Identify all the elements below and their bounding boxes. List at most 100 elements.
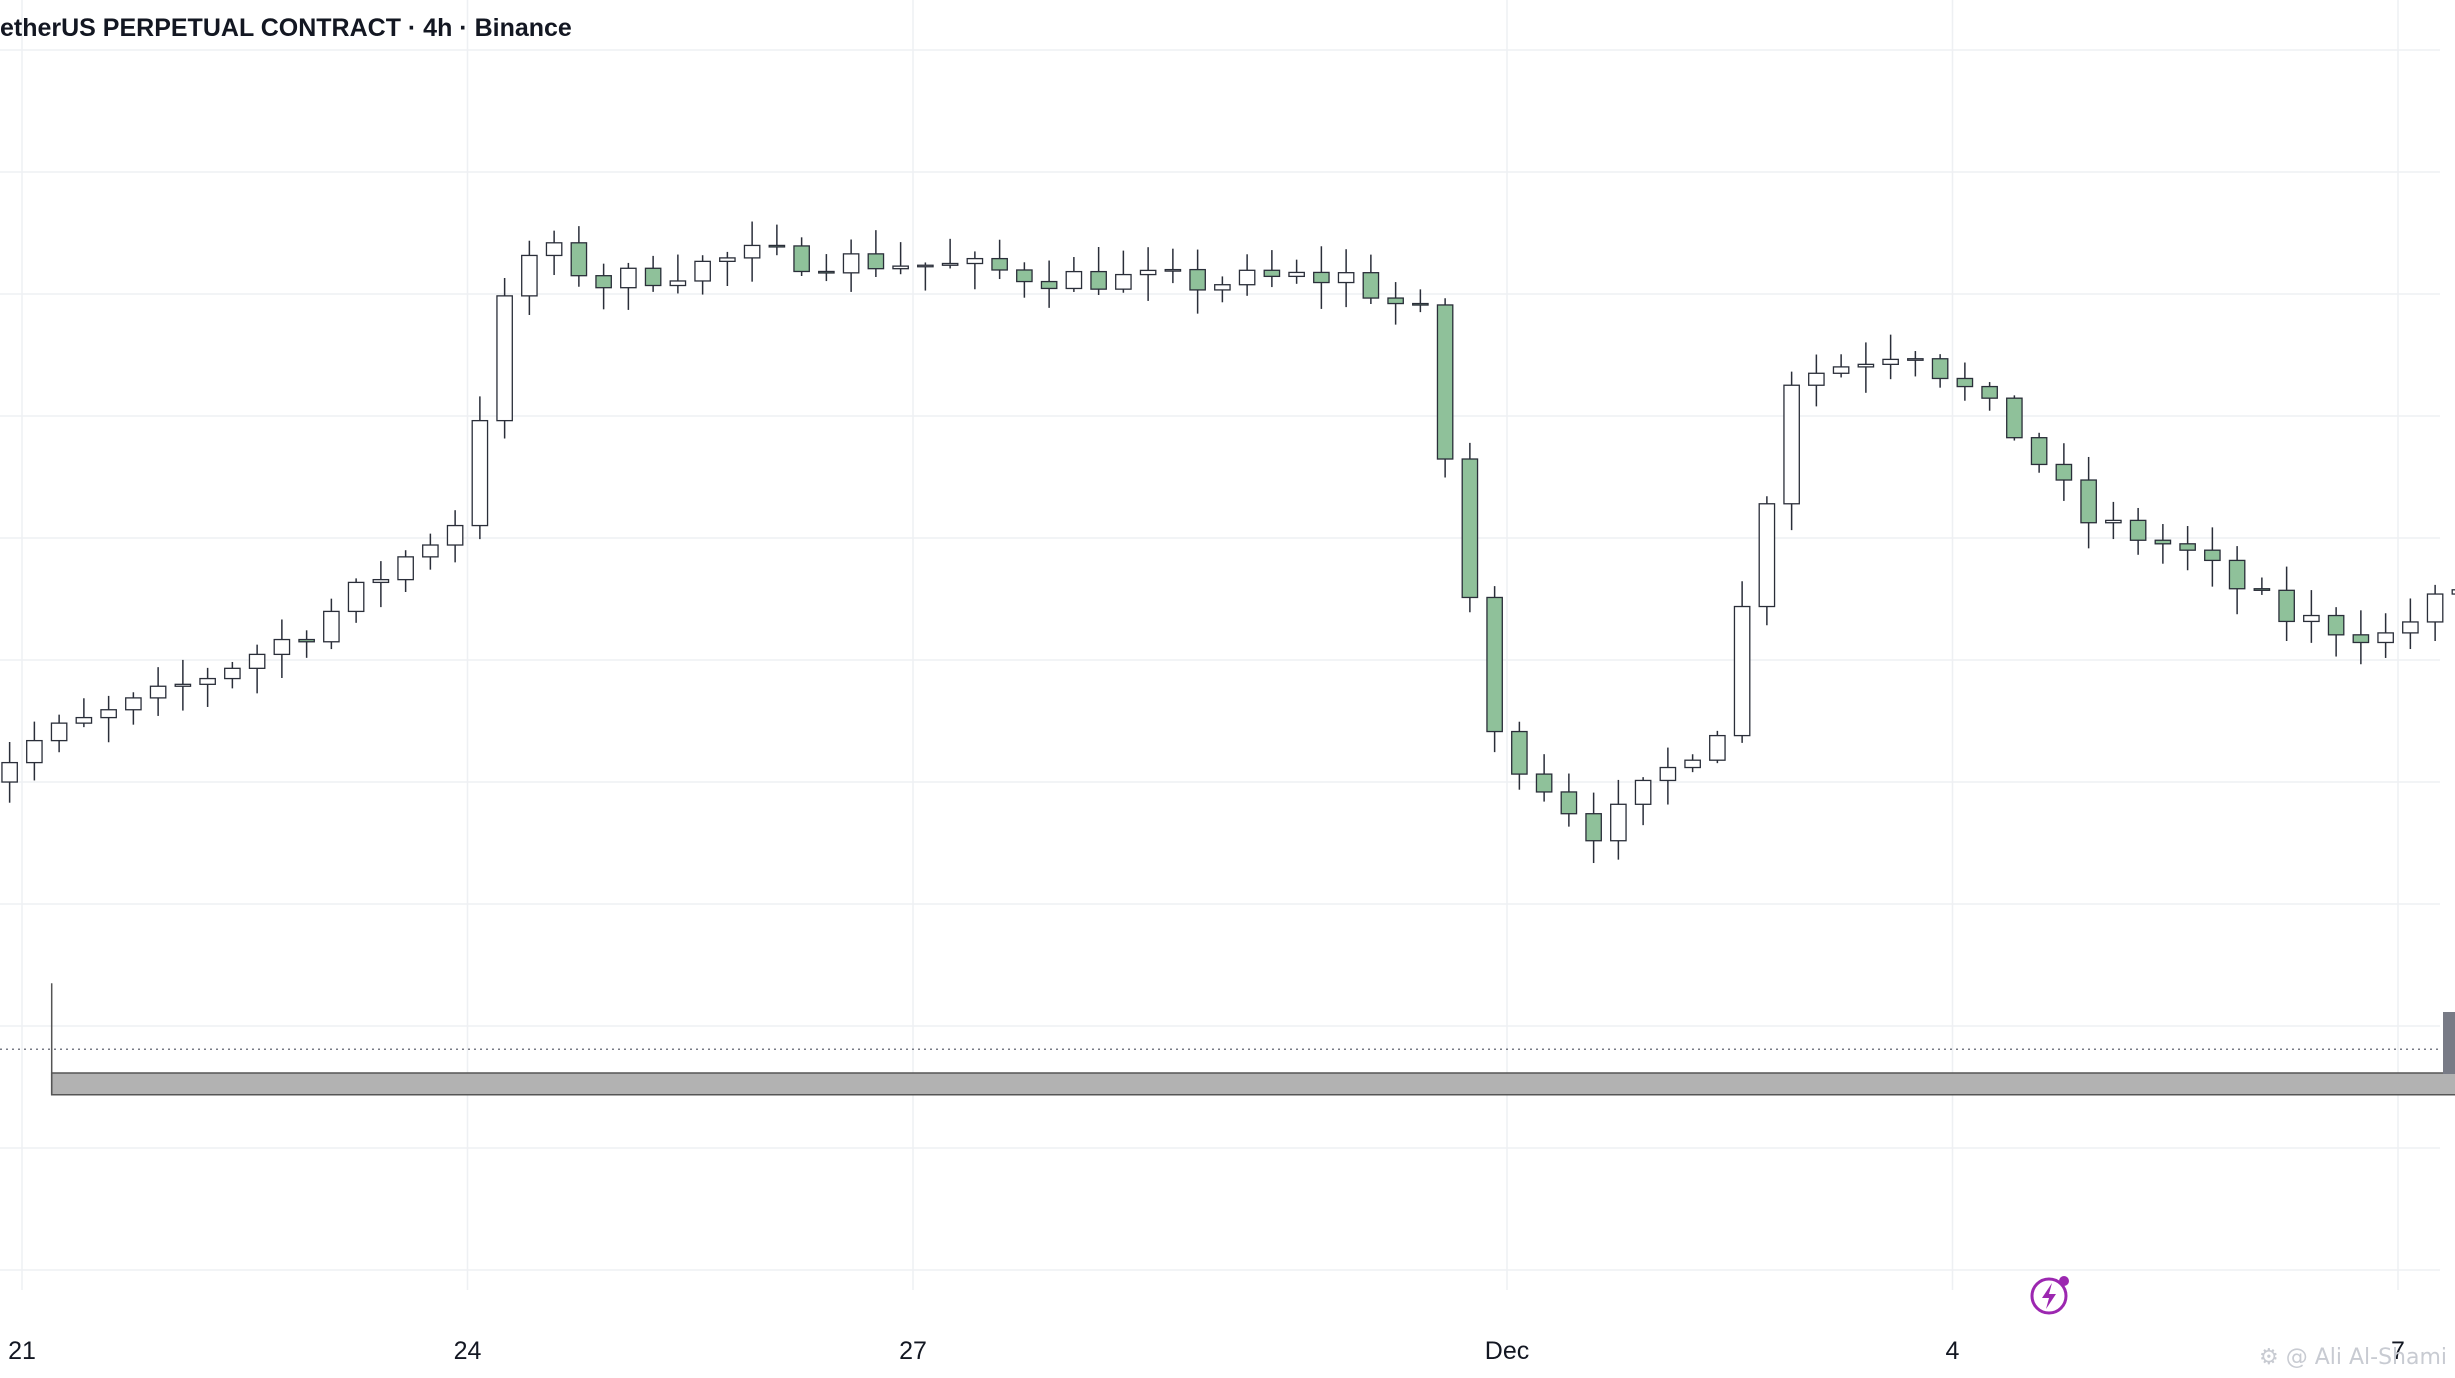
candle-body <box>644 267 662 287</box>
candle <box>1164 248 1182 284</box>
candles <box>1 221 2455 864</box>
candle-body <box>2278 589 2295 623</box>
candle-body <box>2204 549 2221 562</box>
candle <box>2129 507 2147 555</box>
candle <box>1486 586 1503 753</box>
candle <box>1634 777 1652 826</box>
candle <box>1214 276 1231 303</box>
candle <box>2055 443 2073 501</box>
x-tick-label: 24 <box>454 1337 482 1365</box>
candle-body <box>347 581 365 613</box>
candle <box>298 630 315 658</box>
candle <box>1808 354 1825 407</box>
x-tick-label: 4 <box>1946 1337 1960 1365</box>
candle-body <box>323 610 340 643</box>
candle-body <box>2055 463 2073 481</box>
candle <box>818 254 835 282</box>
candle <box>1436 298 1454 478</box>
candle <box>2105 501 2122 540</box>
candle-body <box>1412 302 1429 306</box>
candle <box>1362 254 1380 304</box>
candle <box>842 239 860 292</box>
candle <box>50 714 68 753</box>
candle <box>1832 354 1850 378</box>
candle-body <box>842 253 860 274</box>
candle <box>2179 526 2196 571</box>
candle-body <box>991 257 1008 271</box>
candle <box>1733 581 1751 743</box>
candle-body <box>1610 803 1627 842</box>
candle <box>1040 260 1058 308</box>
candle <box>347 578 365 623</box>
candle <box>1783 371 1800 531</box>
candle <box>2204 527 2221 587</box>
candle-body <box>1288 271 1305 278</box>
candle-body <box>1238 269 1256 286</box>
candle <box>1263 250 1281 288</box>
price-scale-handle[interactable] <box>2443 1012 2455 1074</box>
candle-body <box>1808 372 1825 386</box>
candle <box>149 667 167 716</box>
candle-body <box>199 677 216 685</box>
watermark-text: @ Ali Al-Shami <box>2285 1345 2447 1370</box>
candle <box>2352 610 2370 665</box>
candle-body <box>768 244 786 248</box>
candle-body <box>1560 791 1578 815</box>
candle <box>248 644 266 694</box>
time-axis: 212427Dec4710131619222528202647 <box>8 1337 2405 1365</box>
candle <box>323 598 340 650</box>
chart-title: etherUS PERPETUAL CONTRACT · 4h · Binanc… <box>0 14 572 43</box>
candle-body <box>1634 779 1652 805</box>
candle-body <box>149 685 167 699</box>
candle-body <box>917 264 934 268</box>
candle <box>570 226 588 287</box>
candle-body <box>2327 614 2345 636</box>
candle-body <box>2228 559 2246 590</box>
candle-body <box>1832 366 1850 374</box>
candle <box>174 659 192 711</box>
candle-body <box>422 544 439 558</box>
candle <box>595 263 612 310</box>
candle-body <box>1486 596 1503 733</box>
candle-body <box>892 265 909 270</box>
candle <box>2030 432 2048 473</box>
candle-body <box>1 761 18 783</box>
lightning-bolt-icon[interactable] <box>2030 1273 2072 1315</box>
candle-body <box>50 722 68 742</box>
candle <box>1560 773 1578 827</box>
candle-body <box>818 270 835 274</box>
candle-body <box>2105 519 2122 524</box>
candle <box>1139 247 1157 301</box>
candle-body <box>372 578 390 584</box>
candle-body <box>570 242 588 277</box>
candle <box>644 255 662 292</box>
candle <box>2006 395 2023 441</box>
candle-body <box>1857 363 1875 368</box>
candle <box>100 695 117 743</box>
candle-body <box>2080 479 2097 524</box>
candle <box>1387 282 1404 325</box>
candle-body <box>100 709 117 719</box>
candle-body <box>1065 270 1083 290</box>
candle-body <box>2352 634 2370 644</box>
x-tick-label: 21 <box>8 1337 36 1365</box>
candle-body <box>273 638 291 656</box>
candle-body <box>521 254 538 297</box>
candle <box>1313 246 1330 309</box>
candle-body <box>26 739 43 764</box>
candle <box>446 510 464 563</box>
candle-body <box>1511 730 1528 775</box>
candle <box>793 237 810 276</box>
candle-body <box>941 262 959 266</box>
candle-body <box>2154 539 2172 545</box>
candle <box>1535 754 1553 802</box>
candle-body <box>2030 437 2048 466</box>
candle <box>1981 382 1998 411</box>
candle <box>2278 566 2295 642</box>
candle-body <box>1387 297 1404 305</box>
x-tick-label: 7 <box>2391 1337 2405 1365</box>
candle <box>1412 289 1429 313</box>
candle-body <box>2426 593 2444 623</box>
candle <box>2080 456 2097 549</box>
